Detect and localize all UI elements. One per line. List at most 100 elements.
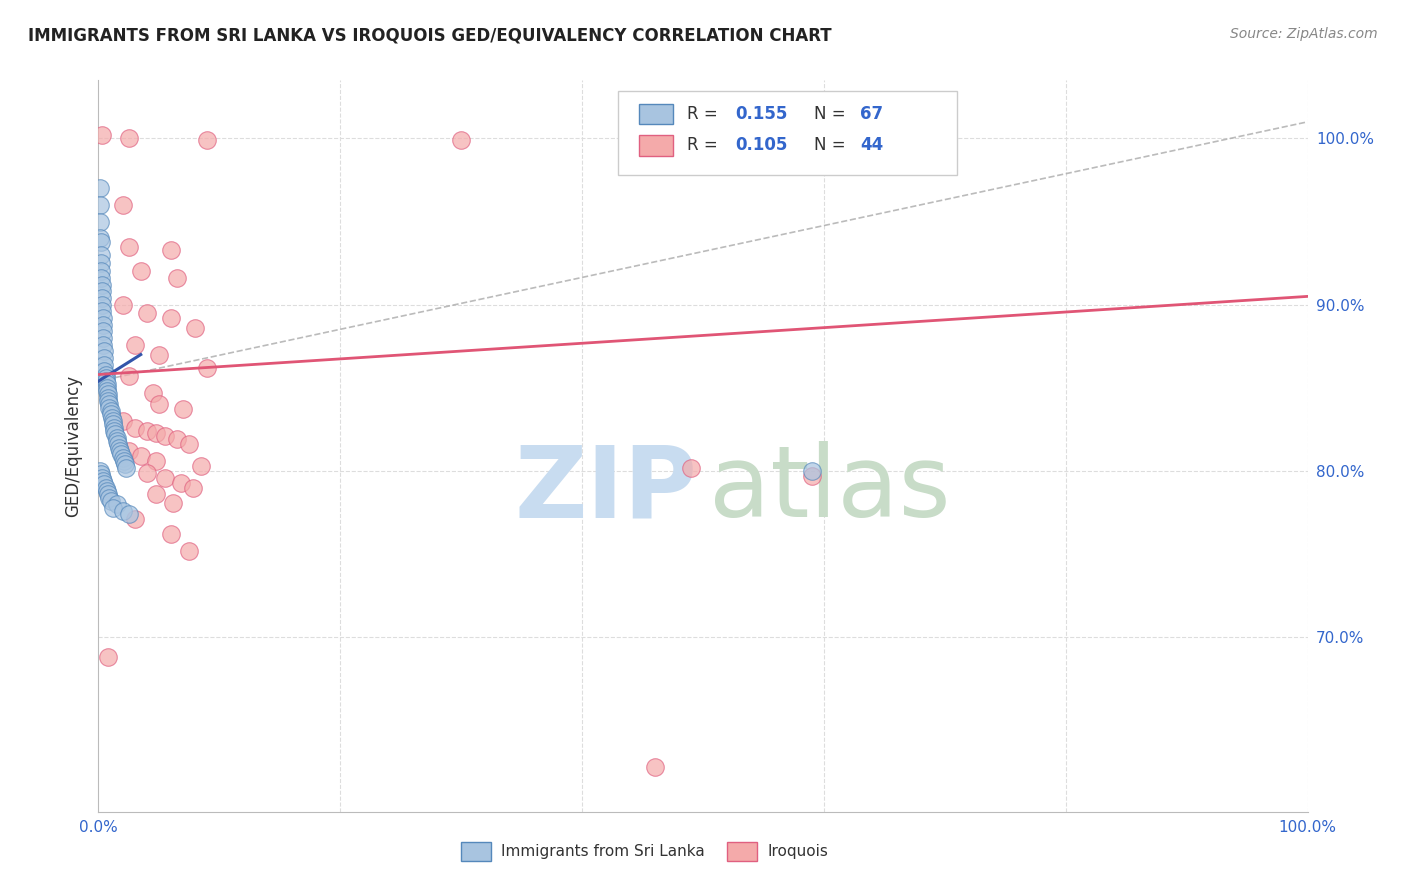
Point xyxy=(94,374,117,388)
Point xyxy=(98,491,121,505)
Point xyxy=(89,198,111,212)
Point xyxy=(91,298,114,312)
Text: 67: 67 xyxy=(860,105,883,123)
FancyBboxPatch shape xyxy=(727,842,758,861)
Point xyxy=(91,277,114,292)
Point xyxy=(114,457,136,471)
Point xyxy=(148,347,170,362)
Text: 0.105: 0.105 xyxy=(735,136,787,154)
Point xyxy=(90,235,112,249)
Point xyxy=(110,447,132,461)
Point xyxy=(90,264,112,278)
Point xyxy=(105,434,128,448)
Point xyxy=(96,384,118,398)
Point xyxy=(153,470,176,484)
Point xyxy=(111,198,134,212)
FancyBboxPatch shape xyxy=(638,135,673,155)
Point xyxy=(166,271,188,285)
Point xyxy=(172,402,194,417)
Point xyxy=(89,464,111,478)
Point xyxy=(90,248,112,262)
Text: R =: R = xyxy=(688,136,723,154)
Point xyxy=(101,414,124,428)
FancyBboxPatch shape xyxy=(461,842,492,861)
Point xyxy=(93,344,115,359)
Point xyxy=(450,133,472,147)
Point xyxy=(94,368,117,382)
Point xyxy=(118,239,141,253)
Point xyxy=(97,394,120,409)
Point xyxy=(179,437,201,451)
Text: 0.155: 0.155 xyxy=(735,105,787,123)
Point xyxy=(184,321,207,335)
Text: ZIP: ZIP xyxy=(515,442,697,539)
Point xyxy=(94,481,117,495)
Point xyxy=(181,481,204,495)
Point xyxy=(129,264,152,278)
Point xyxy=(135,306,157,320)
Point xyxy=(90,467,112,482)
Point xyxy=(179,543,201,558)
Point xyxy=(97,391,120,405)
Point xyxy=(153,429,176,443)
Point xyxy=(111,298,134,312)
Text: IMMIGRANTS FROM SRI LANKA VS IROQUOIS GED/EQUIVALENCY CORRELATION CHART: IMMIGRANTS FROM SRI LANKA VS IROQUOIS GE… xyxy=(28,27,832,45)
Point xyxy=(111,450,134,465)
Point xyxy=(105,431,128,445)
FancyBboxPatch shape xyxy=(638,103,673,124)
Point xyxy=(98,397,121,411)
Point xyxy=(91,324,114,338)
Text: 44: 44 xyxy=(860,136,883,154)
Point xyxy=(90,271,112,285)
Point xyxy=(91,304,114,318)
Point xyxy=(644,760,666,774)
Point xyxy=(91,128,114,142)
Point xyxy=(679,460,702,475)
Point xyxy=(100,408,122,422)
Point xyxy=(91,291,114,305)
Point xyxy=(89,181,111,195)
Point xyxy=(103,420,125,434)
Point xyxy=(162,495,184,509)
Point xyxy=(91,337,114,351)
Point xyxy=(97,387,120,401)
Point xyxy=(105,497,128,511)
Point xyxy=(118,369,141,384)
Point xyxy=(103,424,125,438)
Point xyxy=(100,493,122,508)
Point xyxy=(98,401,121,415)
Point xyxy=(93,358,115,372)
Point xyxy=(166,433,188,447)
Point xyxy=(800,464,823,478)
Point xyxy=(108,444,131,458)
Point xyxy=(115,460,138,475)
Point xyxy=(142,385,165,400)
Text: Source: ZipAtlas.com: Source: ZipAtlas.com xyxy=(1230,27,1378,41)
Point xyxy=(104,427,127,442)
Point xyxy=(91,318,114,332)
Point xyxy=(195,133,218,147)
Point xyxy=(96,381,118,395)
Point xyxy=(111,504,134,518)
Point xyxy=(135,424,157,438)
Text: R =: R = xyxy=(688,105,723,123)
Text: N =: N = xyxy=(814,105,851,123)
Point xyxy=(97,650,120,665)
Point xyxy=(90,256,112,270)
Point xyxy=(145,454,167,468)
Point xyxy=(96,377,118,392)
Point xyxy=(160,243,183,257)
Point xyxy=(148,397,170,411)
Point xyxy=(111,414,134,428)
Point xyxy=(100,404,122,418)
Point xyxy=(101,500,124,515)
Point xyxy=(118,131,141,145)
Point xyxy=(195,360,218,375)
Point xyxy=(101,417,124,432)
Text: atlas: atlas xyxy=(709,442,950,539)
FancyBboxPatch shape xyxy=(619,91,957,176)
Point xyxy=(124,420,146,434)
Point xyxy=(145,425,167,440)
Point xyxy=(124,337,146,351)
Text: Iroquois: Iroquois xyxy=(768,845,828,860)
